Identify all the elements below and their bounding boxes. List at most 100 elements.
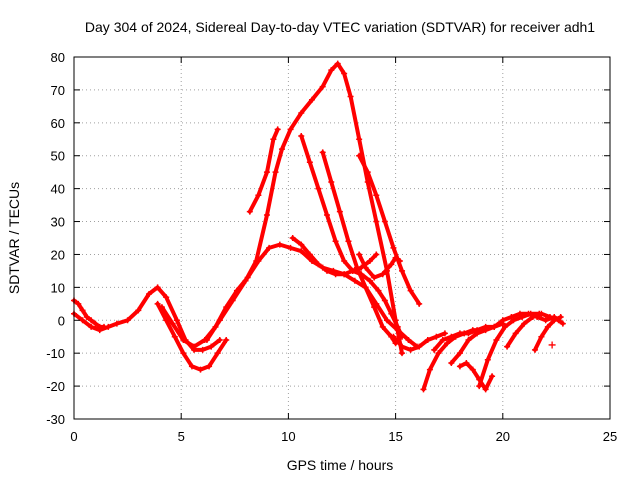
data-point xyxy=(319,149,326,156)
data-point xyxy=(88,317,95,324)
data-point xyxy=(180,337,187,344)
data-point xyxy=(105,323,112,330)
data-point xyxy=(272,169,279,176)
data-point xyxy=(266,244,273,251)
x-tick-label: 25 xyxy=(603,429,617,444)
data-point xyxy=(375,287,382,294)
data-point xyxy=(154,300,161,307)
data-point xyxy=(388,310,395,317)
data-point xyxy=(371,274,378,281)
data-point xyxy=(75,300,82,307)
data-point xyxy=(474,330,481,337)
grid xyxy=(74,57,610,419)
data-point xyxy=(203,337,210,344)
data-point xyxy=(538,333,545,340)
data-point xyxy=(521,320,528,327)
data-point xyxy=(334,60,341,67)
data-point xyxy=(347,93,354,100)
data-point xyxy=(356,136,363,143)
data-point xyxy=(416,300,423,307)
data-point xyxy=(263,211,270,218)
y-tick-label: 40 xyxy=(51,182,65,197)
data-point xyxy=(92,320,99,327)
data-point xyxy=(214,350,221,357)
data-point xyxy=(431,346,438,353)
data-point xyxy=(405,337,412,344)
data-point xyxy=(407,346,414,353)
data-point xyxy=(332,271,339,278)
data-point xyxy=(463,360,470,367)
data-point xyxy=(439,337,446,344)
data-point xyxy=(435,350,442,357)
data-point xyxy=(242,277,249,284)
data-point xyxy=(399,267,406,274)
data-point xyxy=(298,248,305,255)
data-point xyxy=(298,109,305,116)
data-point xyxy=(433,333,440,340)
data-point xyxy=(158,304,165,311)
y-tick-label: -30 xyxy=(46,412,65,427)
data-point xyxy=(274,126,281,133)
data-point xyxy=(315,185,322,192)
data-point xyxy=(79,307,86,314)
data-point xyxy=(287,244,294,251)
data-point xyxy=(96,327,103,334)
data-point xyxy=(216,337,223,344)
data-point xyxy=(392,254,399,261)
data-point xyxy=(381,218,388,225)
y-tick-label: 70 xyxy=(51,83,65,98)
data-point xyxy=(448,333,455,340)
data-point xyxy=(336,208,343,215)
x-tick-label: 10 xyxy=(281,429,295,444)
series-arc-7 xyxy=(299,134,404,339)
data-point xyxy=(373,251,380,258)
data-point xyxy=(399,350,406,357)
data-point xyxy=(362,284,369,291)
data-point xyxy=(544,323,551,330)
data-point xyxy=(407,287,414,294)
y-tick-label: 50 xyxy=(51,149,65,164)
data-point xyxy=(542,317,549,324)
data-point xyxy=(366,277,373,284)
plot-frame xyxy=(73,56,611,420)
data-point xyxy=(88,323,95,330)
data-point xyxy=(323,211,330,218)
data-point xyxy=(223,337,230,344)
data-point xyxy=(504,343,511,350)
data-point xyxy=(135,307,142,314)
data-point xyxy=(531,346,538,353)
x-tick-label: 15 xyxy=(388,429,402,444)
data-point xyxy=(482,386,489,393)
data-point xyxy=(448,360,455,367)
y-tick-label: -20 xyxy=(46,379,65,394)
data-point xyxy=(373,218,380,225)
data-point xyxy=(379,323,386,330)
x-tick-label: 5 xyxy=(178,429,185,444)
data-point xyxy=(484,356,491,363)
data-point xyxy=(390,333,397,340)
data-point xyxy=(79,317,86,324)
data-point xyxy=(396,258,403,265)
data-point xyxy=(341,258,348,265)
series-arc-20 xyxy=(533,315,563,352)
data-point xyxy=(113,320,120,327)
data-point xyxy=(253,258,260,265)
data-point xyxy=(465,337,472,344)
y-tick-label: -10 xyxy=(46,346,65,361)
data-point xyxy=(491,323,498,330)
series-arc-8 xyxy=(320,150,398,346)
data-point xyxy=(197,366,204,373)
data-point xyxy=(270,136,277,143)
data-point xyxy=(278,146,285,153)
data-point xyxy=(199,346,206,353)
data-point xyxy=(534,313,541,320)
data-point xyxy=(83,313,90,320)
data-point xyxy=(501,323,508,330)
data-point xyxy=(384,317,391,324)
data-point xyxy=(351,277,358,284)
series-arc-4 xyxy=(159,242,419,349)
data-point xyxy=(399,333,406,340)
series-arc-17 xyxy=(477,311,542,389)
data-point xyxy=(390,244,397,251)
